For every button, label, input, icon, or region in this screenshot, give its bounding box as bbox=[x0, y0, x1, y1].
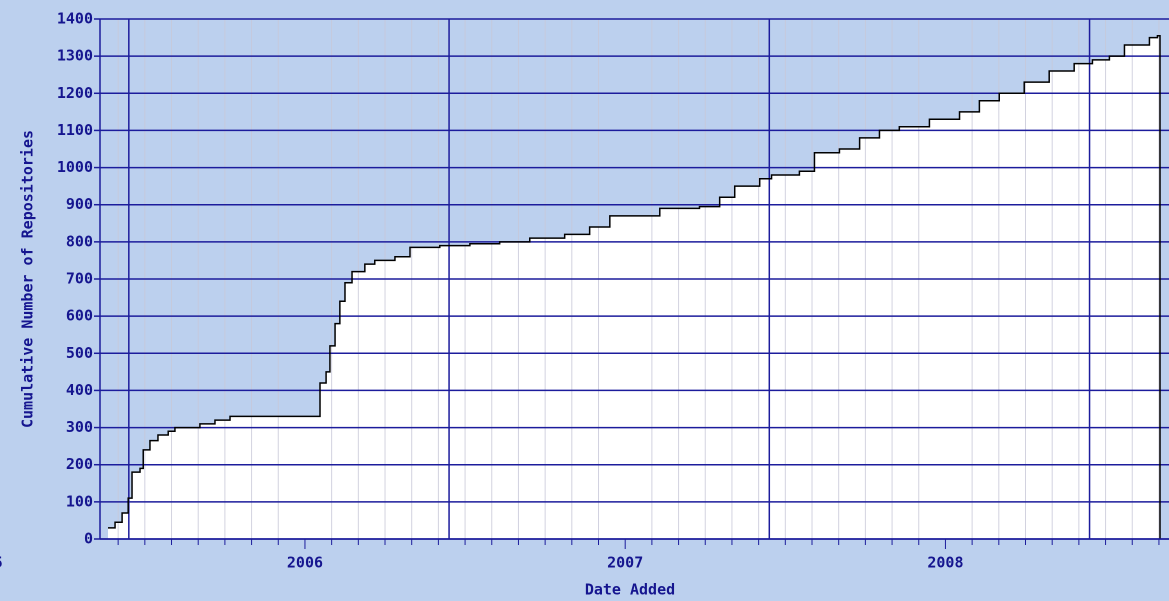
step-line bbox=[108, 34, 1161, 539]
y-tick-label: 800 bbox=[66, 232, 93, 250]
y-axis-label: Cumulative Number of Repositories bbox=[19, 130, 37, 428]
y-tick-label: 500 bbox=[66, 344, 93, 362]
y-tick-label: 1000 bbox=[57, 158, 93, 176]
x-tick-label: 2005 bbox=[0, 554, 3, 572]
y-tick-label: 0 bbox=[84, 530, 93, 548]
x-tick-label: 2006 bbox=[287, 554, 323, 572]
x-axis-label: Date Added bbox=[585, 581, 675, 599]
y-tick-label: 200 bbox=[66, 455, 93, 473]
x-tick-label: 2007 bbox=[607, 554, 643, 572]
y-tick-label: 1300 bbox=[57, 47, 93, 65]
y-tick-label: 300 bbox=[66, 418, 93, 436]
y-tick-label: 700 bbox=[66, 270, 93, 288]
y-tick-label: 100 bbox=[66, 492, 93, 510]
x-tick-label: 2008 bbox=[927, 554, 963, 572]
area bbox=[108, 35, 1160, 539]
y-tick-label: 1400 bbox=[57, 10, 93, 28]
y-tick-label: 600 bbox=[66, 307, 93, 325]
y-tick-label: 400 bbox=[66, 381, 93, 399]
y-tick-label: 1200 bbox=[57, 84, 93, 102]
y-tick-label: 900 bbox=[66, 195, 93, 213]
y-tick-label: 1100 bbox=[57, 121, 93, 139]
